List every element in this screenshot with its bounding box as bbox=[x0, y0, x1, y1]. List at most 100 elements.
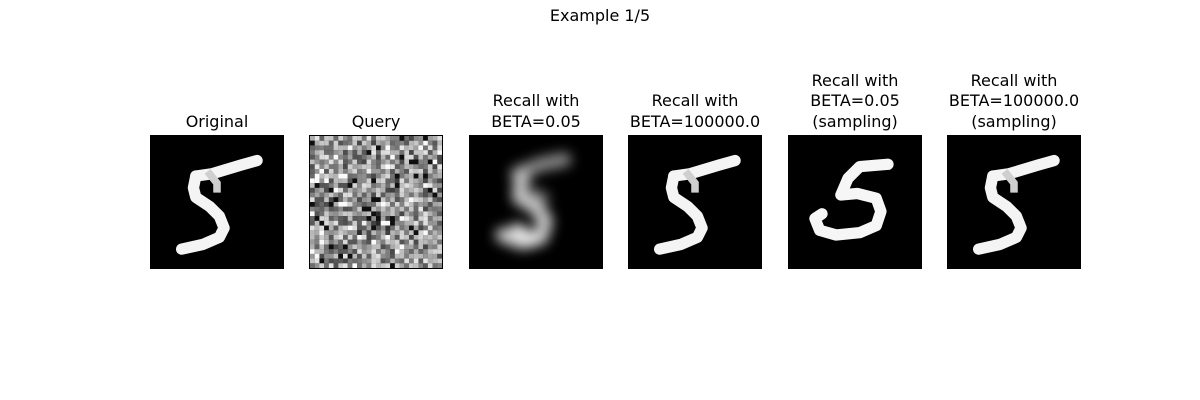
noise-pixel bbox=[314, 183, 320, 188]
noise-pixel bbox=[423, 220, 428, 226]
noise-pixel bbox=[399, 216, 405, 221]
noise-pixel bbox=[376, 230, 381, 236]
noise-pixel bbox=[376, 202, 381, 207]
noise-pixel bbox=[413, 216, 419, 221]
noise-pixel bbox=[361, 173, 367, 179]
noise-pixel bbox=[376, 192, 381, 198]
noise-pixel bbox=[371, 258, 377, 264]
noise-pixel bbox=[413, 249, 419, 254]
noise-pixel bbox=[390, 249, 395, 254]
noise-pixel bbox=[343, 211, 348, 217]
noise-pixel bbox=[324, 239, 329, 245]
noise-pixel bbox=[338, 178, 344, 184]
noise-pixel bbox=[427, 173, 433, 179]
panel-title-line: BETA=100000.0 bbox=[629, 111, 761, 131]
noise-pixel bbox=[385, 225, 391, 231]
noise-pixel bbox=[343, 202, 348, 207]
panel-title-line: Original bbox=[185, 111, 249, 131]
noise-pixel bbox=[357, 253, 362, 259]
noise-pixel bbox=[338, 263, 344, 268]
noise-pixel bbox=[404, 192, 410, 198]
noise-pixel bbox=[357, 230, 362, 236]
noise-pixel bbox=[418, 169, 424, 174]
noise-pixel bbox=[423, 244, 428, 250]
noise-pixel bbox=[357, 239, 362, 245]
noise-pixel bbox=[328, 239, 334, 245]
noise-pixel bbox=[432, 249, 438, 254]
noise-pixel bbox=[437, 225, 442, 231]
noise-pixel bbox=[390, 216, 395, 221]
noise-pixel bbox=[423, 150, 428, 155]
noise-pixel bbox=[310, 202, 315, 207]
noise-pixel bbox=[310, 178, 315, 184]
noise-pixel bbox=[319, 220, 325, 226]
noise-pixel bbox=[418, 258, 424, 264]
noise-pixel bbox=[328, 230, 334, 236]
panel-title-line: Recall with bbox=[811, 70, 899, 90]
noise-pixel bbox=[310, 235, 315, 240]
noise-pixel bbox=[324, 235, 329, 240]
noise-pixel bbox=[409, 230, 414, 236]
noise-pixel bbox=[437, 206, 442, 212]
noise-pixel bbox=[361, 178, 367, 184]
noise-pixel bbox=[432, 173, 438, 179]
noise-pixel bbox=[404, 211, 410, 217]
noise-pixel bbox=[413, 136, 419, 141]
noise-pixel bbox=[390, 197, 395, 203]
noise-pixel bbox=[413, 187, 419, 193]
noise-pixel bbox=[404, 244, 410, 250]
noise-pixel bbox=[437, 150, 442, 155]
noise-pixel bbox=[404, 169, 410, 174]
noise-pixel bbox=[314, 187, 320, 193]
noise-pixel bbox=[427, 220, 433, 226]
noise-pixel bbox=[324, 249, 329, 254]
noise-pixel bbox=[352, 253, 358, 259]
noise-pixel bbox=[385, 202, 391, 207]
noise-pixel bbox=[394, 202, 400, 207]
noise-pixel bbox=[333, 136, 339, 141]
noise-pixel bbox=[409, 225, 414, 231]
noise-pixel bbox=[390, 187, 395, 193]
noise-pixel bbox=[314, 244, 320, 250]
noise-pixel bbox=[310, 197, 315, 203]
noise-pixel bbox=[380, 211, 386, 217]
noise-pixel bbox=[376, 183, 381, 188]
noise-pixel bbox=[314, 220, 320, 226]
noise-pixel bbox=[319, 206, 325, 212]
noise-pixel bbox=[432, 206, 438, 212]
noise-pixel bbox=[423, 145, 428, 151]
noise-pixel bbox=[314, 206, 320, 212]
noise-pixel bbox=[333, 220, 339, 226]
noise-pixel bbox=[423, 169, 428, 174]
noise-pixel bbox=[324, 173, 329, 179]
noise-pixel bbox=[394, 239, 400, 245]
noise-pixel bbox=[404, 258, 410, 264]
noise-pixel bbox=[437, 220, 442, 226]
noise-pixel bbox=[399, 235, 405, 240]
noise-pixel bbox=[319, 159, 325, 165]
noise-pixel bbox=[361, 197, 367, 203]
noise-pixel bbox=[427, 249, 433, 254]
noise-pixel bbox=[418, 154, 424, 160]
noise-pixel bbox=[324, 178, 329, 184]
noise-pixel bbox=[371, 230, 377, 236]
noise-pixel bbox=[371, 154, 377, 160]
noise-pixel bbox=[357, 140, 362, 146]
noise-pixel bbox=[333, 206, 339, 212]
noise-pixel bbox=[338, 244, 344, 250]
noise-pixel bbox=[413, 230, 419, 236]
noise-pixel bbox=[432, 178, 438, 184]
noise-pixel bbox=[437, 197, 442, 203]
noise-pixel bbox=[413, 244, 419, 250]
noise-pixel bbox=[432, 220, 438, 226]
noise-pixel bbox=[338, 136, 344, 141]
noise-pixel bbox=[385, 239, 391, 245]
noise-pixel bbox=[328, 249, 334, 254]
noise-pixel bbox=[376, 150, 381, 155]
noise-pixel bbox=[371, 159, 377, 165]
noise-pixel bbox=[394, 187, 400, 193]
noise-pixel bbox=[347, 187, 353, 193]
noise-pixel bbox=[437, 244, 442, 250]
noise-pixel bbox=[427, 206, 433, 212]
noise-pixel bbox=[366, 211, 372, 217]
